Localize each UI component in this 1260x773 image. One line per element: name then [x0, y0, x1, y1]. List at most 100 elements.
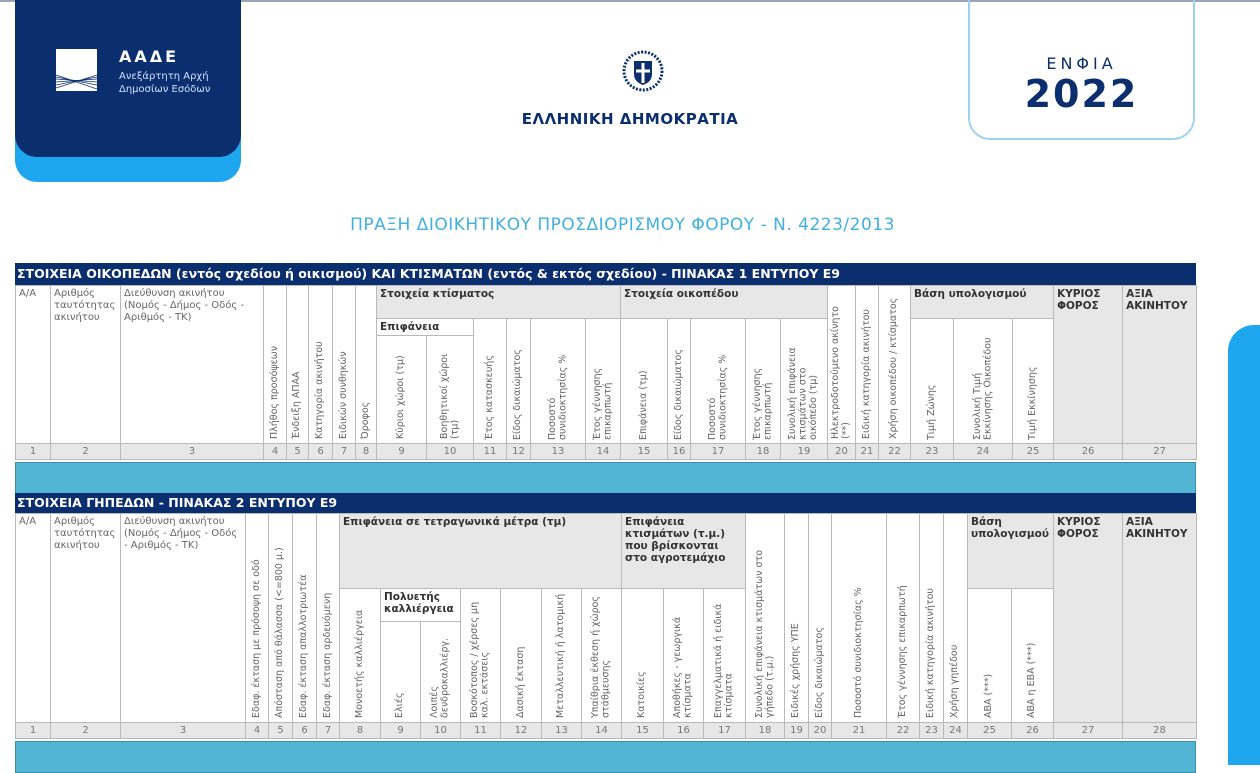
enfia-year: 2022 — [1024, 72, 1139, 116]
col-header: Τιμή Ζώνης — [910, 318, 955, 444]
col-header: Απόσταση από θάλασσα (<=800 μ.) — [268, 513, 293, 723]
col-header: Λοιπές δενδροκαλλιέργ. — [420, 621, 461, 723]
enfia-label: ΕΝΦΙΑ — [1046, 54, 1117, 73]
column-number: 15 — [620, 443, 669, 460]
col-header: Διεύθυνση ακινήτου (Νομός - Δήμος - Οδός… — [120, 285, 264, 444]
col-header: ΑΒΑ (***) — [967, 588, 1013, 723]
column-number: 21 — [855, 443, 880, 460]
col-header: Χρήση οικοπέδου / κτίσματος — [878, 285, 912, 444]
table-1-plots-buildings: ΣΤΟΙΧΕΙΑ ΟΙΚΟΠΕΔΩΝ (εντός σχεδίου ή οικι… — [15, 263, 1198, 494]
col-header: Ποσοστό συνιδιοκτησίας % — [690, 318, 747, 444]
column-number: 12 — [500, 722, 542, 739]
column-number: 2 — [50, 722, 121, 739]
column-number: 22 — [886, 722, 921, 739]
logo-subtitle: Ανεξάρτητη Αρχή Δημοσίων Εσόδων — [119, 70, 210, 96]
column-number: 25 — [967, 722, 1013, 739]
col-header-main-tax: ΚΥΡΙΟΣ ΦΟΡΟΣ — [1053, 513, 1124, 723]
column-number: 3 — [120, 443, 264, 460]
column-number: 18 — [745, 443, 782, 460]
column-number: 25 — [1012, 443, 1055, 460]
column-number: 13 — [530, 443, 586, 460]
col-header: Έτος γέννησης επικαρπωτή — [584, 318, 622, 444]
col-header: Βοσκότοπος / χέρσες μη καλ. εκτάσεις — [460, 588, 501, 723]
column-number: 13 — [541, 722, 582, 739]
col-header: Ειδική κατηγορία ακινήτου — [919, 513, 945, 723]
col-header-property-value: ΑΞΙΑ ΑΚΙΝΗΤΟΥ — [1122, 513, 1198, 723]
greek-emblem-icon — [622, 50, 664, 92]
col-header: Τιμή Εκκίνησης — [1012, 318, 1055, 444]
column-number: 3 — [120, 722, 246, 739]
table-2-data-row — [15, 741, 1196, 773]
column-number: 15 — [621, 722, 665, 739]
col-header: Μονοετής καλλιέργεια — [339, 588, 381, 723]
table-1-data-row — [15, 462, 1196, 494]
col-header: Συνολική Τιμή Εκκίνησης Οικοπέδου — [953, 318, 1014, 444]
col-header: Εδαφ. έκταση αρδευόμενη — [316, 513, 340, 723]
col-header: Όροφος — [355, 285, 377, 444]
column-number: 21 — [831, 722, 888, 739]
aade-logo: ΑΑΔΕ Ανεξάρτητη Αρχή Δημοσίων Εσόδων — [15, 0, 241, 157]
group-header-basis: Βάση υπολογισμού — [967, 513, 1055, 589]
column-number: 16 — [663, 722, 705, 739]
col-header: Ειδικές χρήσης ΥΠΕ — [784, 513, 810, 723]
group-header-plot: Στοιχεία οικοπέδου — [620, 285, 829, 319]
col-header: Είδος δικαιώματος — [506, 318, 531, 444]
col-header: Έτος κατασκευής — [473, 318, 507, 444]
col-header-main-tax: ΚΥΡΙΟΣ ΦΟΡΟΣ — [1053, 285, 1124, 444]
column-number: 9 — [376, 443, 427, 460]
column-number: 28 — [1122, 722, 1198, 739]
side-accent — [1228, 325, 1260, 765]
col-header: Εδαφ. έκταση με πρόσοψη σε οδό — [245, 513, 269, 723]
column-number: 1 — [15, 443, 51, 460]
col-header: Επιφάνεια (τμ) — [620, 318, 669, 444]
column-number: 27 — [1122, 443, 1198, 460]
col-header: Μεταλλευτική ή λατομική — [541, 588, 582, 723]
table-1-header: Α/Α Αριθμός ταυτότητας ακινήτου Διεύθυνσ… — [15, 285, 1198, 460]
col-header: Κατηγορία ακινήτου — [308, 285, 333, 444]
column-number: 8 — [339, 722, 381, 739]
group-header-perennial: Πολυετής καλλιέργεια — [380, 588, 461, 622]
col-header: Α/Α — [15, 285, 51, 444]
col-header: Ποσοστό συνιδιοκτησίας % — [530, 318, 586, 444]
logo-abbr: ΑΑΔΕ — [119, 47, 180, 66]
enfia-badge: ΕΝΦΙΑ 2022 — [968, 0, 1195, 140]
column-number: 22 — [878, 443, 912, 460]
column-number: 10 — [420, 722, 461, 739]
col-header: Επαγγελματικά ή ειδικά κτίσματα — [703, 588, 747, 723]
group-header-building: Στοιχεία κτίσματος — [375, 285, 622, 319]
column-number: 4 — [245, 722, 269, 739]
col-header: Ένδειξη ΑΠΑΑ — [286, 285, 309, 444]
column-number: 11 — [460, 722, 501, 739]
republic-label: ΕΛΛΗΝΙΚΗ ΔΗΜΟΚΡΑΤΙΑ — [521, 110, 739, 128]
column-number: 2 — [50, 443, 121, 460]
column-number: 26 — [1011, 722, 1055, 739]
table-2-title: ΣΤΟΙΧΕΙΑ ΓΗΠΕΔΩΝ - ΠΙΝΑΚΑΣ 2 ΕΝΤΥΠΟΥ Ε9 — [15, 493, 1196, 513]
column-number: 14 — [584, 443, 622, 460]
column-number: 16 — [667, 443, 692, 460]
column-number: 10 — [426, 443, 474, 460]
col-header: Δασική έκταση — [500, 588, 542, 723]
col-header: Α/Α — [15, 513, 51, 723]
column-number-row: 1 2 3 4 5 6 7 8 9 10 11 12 13 14 15 16 17 18 19 20 21 22 23 24 2… — [15, 443, 1198, 460]
col-header: Εδαφ. έκταση απαλλοτριωτέα — [292, 513, 317, 723]
col-header: Αποθήκες - γεωργικά κτίσματα — [663, 588, 705, 723]
group-header-buildings: Επιφάνεια κτισμάτων (τ.μ.) που βρίσκοντα… — [621, 513, 747, 589]
column-number: 14 — [580, 722, 623, 739]
group-header-basis: Βάση υπολογισμού — [910, 285, 1055, 319]
column-number: 17 — [703, 722, 747, 739]
col-header: Διεύθυνση ακινήτου (Νομός - Δήμος - Οδός… — [120, 513, 246, 723]
col-header: Συνολική επιφάνεια κτισμάτων στο οικόπεδ… — [780, 318, 829, 444]
column-number: 24 — [943, 722, 969, 739]
column-number: 19 — [780, 443, 829, 460]
column-number: 20 — [808, 722, 833, 739]
col-header: Συνολική επιφάνεια κτισμάτων στο γήπεδο … — [745, 513, 786, 723]
col-header: Ειδική κατηγορία ακινήτου — [855, 285, 880, 444]
column-number: 6 — [308, 443, 333, 460]
column-number: 18 — [745, 722, 786, 739]
col-header: Κύριοι χώροι (τμ) — [376, 335, 427, 444]
col-header: Είδος δικαιώματος — [808, 513, 833, 723]
column-number: 23 — [910, 443, 955, 460]
col-header: Ειδικών συνθηκών — [332, 285, 356, 444]
column-number-row: 1 2 3 4 5 6 7 8 9 10 11 12 13 14 15 16 17 18 19 20 21 22 23 24 2… — [15, 722, 1198, 739]
column-number: 8 — [355, 443, 377, 460]
